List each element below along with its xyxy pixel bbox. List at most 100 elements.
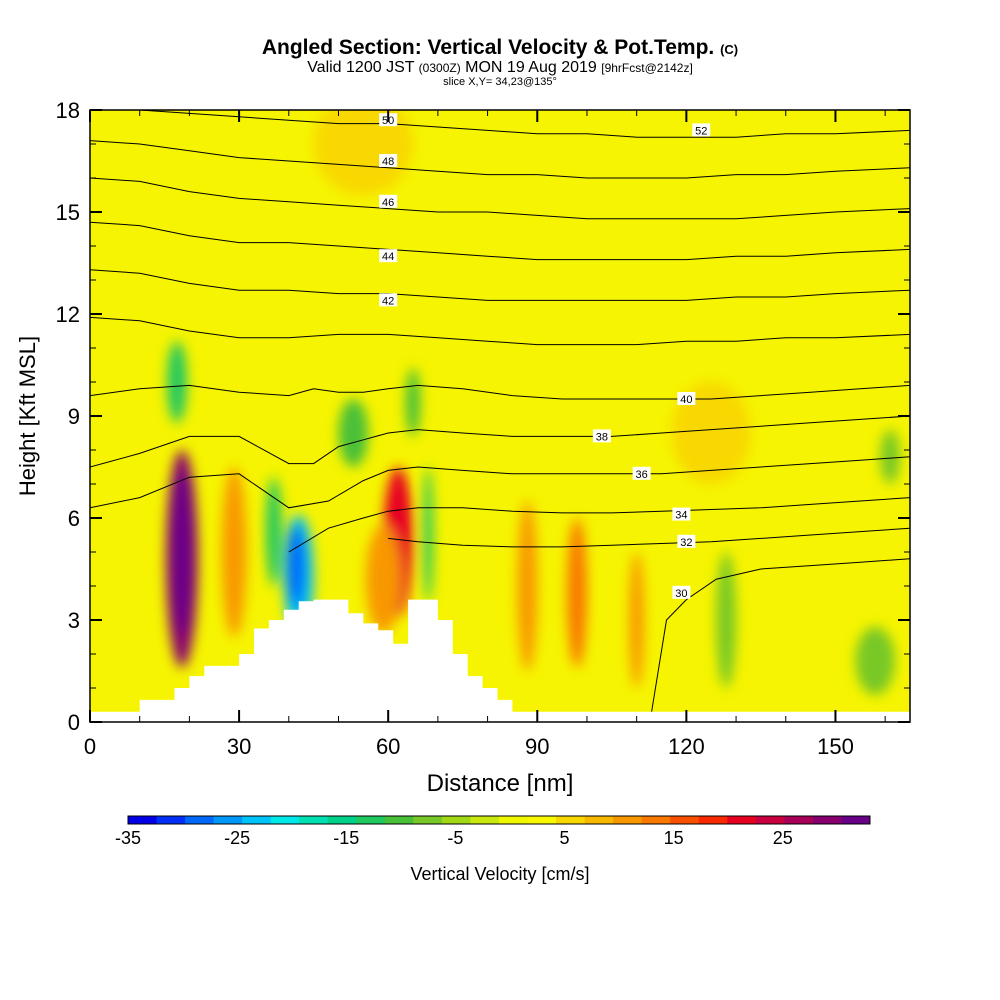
isentrope-46 — [90, 221, 910, 261]
isentrope-label-bg — [677, 534, 696, 548]
isentrope-34 — [288, 497, 910, 553]
isentrope-label-text: 36 — [636, 469, 648, 481]
velocity-cell-8 — [422, 467, 433, 603]
chart-title-text: Angled Section: Vertical Velocity & Pot.… — [261, 36, 715, 59]
colorbar-swatch — [213, 816, 243, 824]
isentrope-label-bg — [672, 507, 691, 521]
colorbar-swatch — [556, 816, 586, 824]
y-tick-label: 12 — [56, 302, 80, 327]
isentrope-40 — [90, 384, 910, 400]
colorbar-tick-label: -15 — [333, 828, 359, 848]
colorbar-swatch — [527, 816, 557, 824]
colorbar: -35 -25 -15 -5 5 15 25 — [115, 815, 871, 848]
colorbar-swatch — [499, 816, 529, 824]
isentrope-contours — [90, 110, 910, 712]
velocity-cell-7 — [265, 477, 282, 586]
valid-date: MON 19 Aug 2019 — [465, 59, 597, 76]
colorbar-swatch — [327, 816, 357, 824]
x-tick-label: 150 — [817, 734, 854, 759]
isentrope-label-text: 40 — [680, 394, 692, 406]
colorbar-frame — [127, 815, 871, 825]
colorbar-swatch — [841, 816, 871, 824]
velocity-cell-6 — [287, 524, 306, 607]
isentrope-30 — [651, 558, 910, 712]
isentrope-42 — [90, 316, 910, 346]
isentrope-50 — [90, 140, 910, 179]
y-tick-label: 6 — [68, 506, 80, 531]
y-axis-label: Height [Kft MSL] — [15, 336, 40, 496]
colorbar-swatch — [299, 816, 329, 824]
x-axis-label: Distance [nm] — [427, 770, 574, 797]
isentrope-label-bg — [379, 293, 398, 307]
colorbar-swatch — [641, 816, 671, 824]
title-block: Angled Section: Vertical Velocity & Pot.… — [0, 36, 1000, 89]
isentrope-52 — [90, 110, 910, 138]
colorbar-tick-label: -5 — [447, 828, 463, 848]
isentrope-label-text: 32 — [680, 537, 692, 549]
x-tick-label: 0 — [84, 734, 96, 759]
isentrope-label-text: 38 — [596, 431, 608, 443]
terrain — [90, 599, 910, 722]
isentrope-label-42: 42 — [379, 293, 398, 307]
isentrope-label-bg — [592, 429, 611, 443]
isentrope-label-34: 34 — [672, 507, 691, 522]
isentrope-label-bg — [379, 249, 398, 263]
velocity-cell-16 — [855, 626, 896, 695]
isentrope-label-36: 36 — [632, 466, 651, 481]
isentrope-48 — [90, 177, 910, 220]
velocity-cell-18 — [313, 110, 414, 195]
y-tick-label: 9 — [68, 404, 80, 429]
isentrope-label-text: 46 — [382, 197, 394, 209]
isentrope-label-text: 34 — [675, 510, 687, 522]
isentrope-32 — [388, 527, 910, 548]
colorbar-swatch — [698, 816, 728, 824]
isentrope-label-text: 48 — [382, 156, 394, 168]
chart-title: Angled Section: Vertical Velocity & Pot.… — [0, 36, 1000, 62]
colorbar-swatch — [670, 816, 700, 824]
colorbar-tick-label: 25 — [773, 828, 793, 848]
velocity-cell-4 — [365, 524, 401, 634]
colorbar-tick-label: 15 — [664, 828, 684, 848]
colorbar-tick-label: -35 — [115, 828, 141, 848]
isentrope-label-bg — [632, 466, 651, 480]
colorbar-tick-label: -25 — [224, 828, 250, 848]
x-tick-label: 30 — [227, 734, 251, 759]
colorbar-swatch — [242, 816, 272, 824]
isentrope-labels: 303234363840424446485052 — [379, 113, 711, 600]
isentrope-label-bg — [379, 194, 398, 208]
chart-valid-time: Valid 1200 JST (0300Z) MON 19 Aug 2019 [… — [0, 60, 1000, 76]
isentrope-label-32: 32 — [677, 534, 696, 549]
isentrope-label-38: 38 — [592, 429, 611, 443]
colorbar-tick-label: 5 — [559, 828, 569, 848]
y-tick-label: 18 — [56, 98, 80, 123]
colorbar-swatch — [755, 816, 785, 824]
isentrope-label-52: 52 — [692, 123, 711, 137]
velocity-cell-13 — [567, 518, 587, 668]
x-tick-label: 90 — [525, 734, 549, 759]
forecast-info: [9hrFcst@2142z] — [601, 61, 693, 75]
isentrope-label-bg — [672, 585, 691, 599]
colorbar-swatch — [270, 816, 300, 824]
velocity-cell-2 — [221, 467, 247, 637]
x-tick-label: 120 — [668, 734, 705, 759]
isentrope-label-bg — [379, 154, 398, 167]
velocity-cell-11 — [405, 368, 421, 437]
y-tick-label: 15 — [56, 200, 80, 225]
isentrope-label-text: 44 — [382, 251, 394, 263]
terrain-profile — [90, 599, 910, 722]
isentrope-label-30: 30 — [672, 585, 691, 600]
velocity-cell-12 — [517, 501, 538, 671]
y-tick-label: 3 — [68, 608, 80, 633]
isentrope-38 — [90, 415, 910, 468]
plot-area: 303234363840424446485052 — [90, 110, 910, 722]
colorbar-swatch — [784, 816, 814, 824]
slice-info: slice X,Y= 34,23@135° — [443, 76, 557, 88]
x-tick-label: 60 — [376, 734, 400, 759]
colorbar-label: Vertical Velocity [cm/s] — [410, 864, 589, 884]
velocity-field — [166, 110, 901, 695]
plot-background — [90, 110, 910, 722]
colorbar-swatch — [356, 816, 386, 824]
velocity-cell-15 — [716, 552, 737, 688]
colorbar-swatch — [441, 816, 471, 824]
